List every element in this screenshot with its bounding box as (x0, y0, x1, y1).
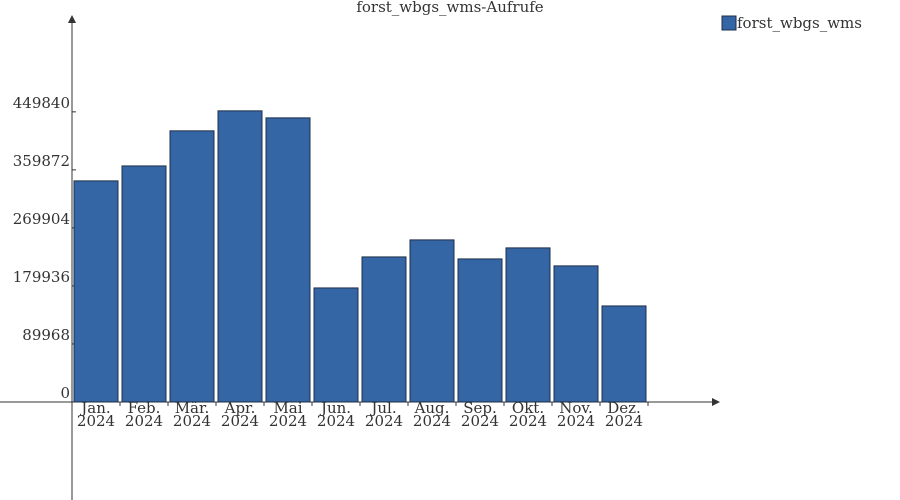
x-tick-label-box: Jul. 2024 (364, 401, 404, 430)
y-tick-label: 449840 (13, 94, 70, 112)
bar (265, 117, 311, 403)
bar (169, 130, 215, 403)
x-tick-label-box: Mär. 2024 (172, 401, 212, 430)
x-tick-label-box: Aug. 2024 (412, 401, 452, 430)
x-tick-label: Mai 2024 (268, 401, 308, 430)
x-tick-label: Dez. 2024 (604, 401, 644, 430)
x-tick-label: Aug. 2024 (412, 401, 452, 430)
bar (361, 256, 407, 403)
bar (121, 165, 167, 403)
y-tick-label: 0 (60, 384, 70, 402)
x-tick-label-box: Okt. 2024 (508, 401, 548, 430)
bar (409, 239, 455, 403)
x-tick-label: Okt. 2024 (508, 401, 548, 430)
x-tick-label: Jan. 2024 (76, 401, 116, 430)
y-tick-label: 89968 (22, 326, 70, 344)
x-tick-label: Sep. 2024 (460, 401, 500, 430)
bar (313, 287, 359, 403)
x-tick-label-box: Mai 2024 (268, 401, 308, 430)
x-tick-label: Jul. 2024 (364, 401, 404, 430)
y-tick-label: 359872 (13, 152, 70, 170)
x-tick-label: Jun. 2024 (316, 401, 356, 430)
bar (217, 110, 263, 403)
x-tick-label: Nov. 2024 (556, 401, 596, 430)
y-tick-label: 179936 (13, 268, 70, 286)
y-axis-arrow (68, 15, 76, 23)
bar (73, 180, 119, 403)
x-tick-label: Mär. 2024 (172, 401, 212, 430)
legend-swatch (721, 15, 737, 31)
x-axis-arrow (712, 397, 720, 406)
bar (505, 247, 551, 403)
x-tick-label-box: Sep. 2024 (460, 401, 500, 430)
legend-label: forst_wbgs_wms (737, 14, 862, 32)
x-tick-label: Apr. 2024 (220, 401, 260, 430)
x-tick-label-box: Apr. 2024 (220, 401, 260, 430)
chart-title: forst_wbgs_wms-Aufrufe (356, 0, 543, 16)
x-tick-label-box: Jun. 2024 (316, 401, 356, 430)
bar (601, 305, 647, 403)
x-tick-label-box: Dez. 2024 (604, 401, 644, 430)
x-tick-label-box: Feb. 2024 (124, 401, 164, 430)
x-tick-label-box: Jan. 2024 (76, 401, 116, 430)
y-tick-label: 269904 (13, 210, 70, 228)
x-tick-label: Feb. 2024 (124, 401, 164, 430)
bar (553, 265, 599, 403)
bar (457, 258, 503, 403)
x-tick-label-box: Nov. 2024 (556, 401, 596, 430)
